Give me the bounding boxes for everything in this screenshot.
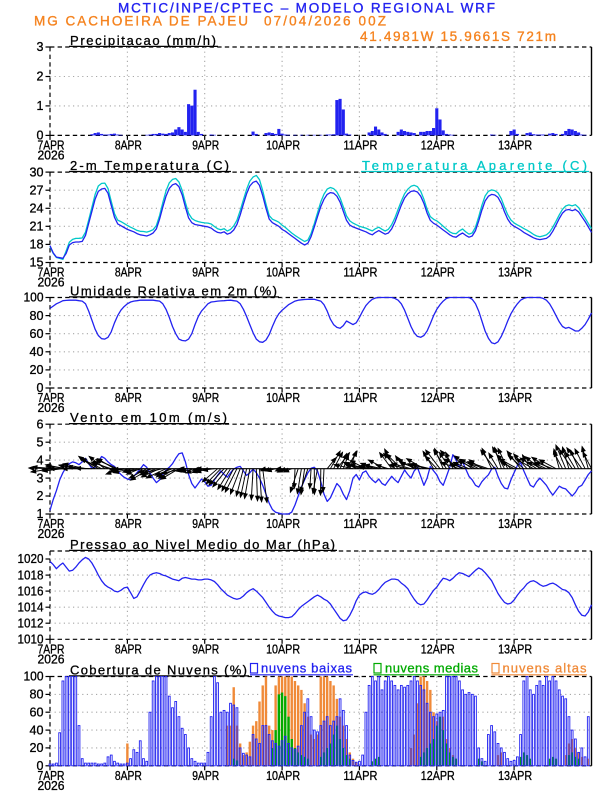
svg-text:60: 60 bbox=[30, 327, 44, 341]
svg-text:8APR: 8APR bbox=[115, 139, 142, 153]
svg-text:13APR: 13APR bbox=[498, 769, 532, 783]
svg-text:40: 40 bbox=[30, 723, 44, 737]
svg-text:9APR: 9APR bbox=[192, 769, 219, 783]
svg-text:7APR: 7APR bbox=[38, 139, 65, 153]
svg-text:11APR: 11APR bbox=[343, 139, 377, 153]
svg-text:11APR: 11APR bbox=[343, 643, 377, 657]
svg-text:07/04/2026 00Z: 07/04/2026 00Z bbox=[264, 14, 386, 29]
svg-text:11APR: 11APR bbox=[343, 391, 377, 405]
svg-text:13APR: 13APR bbox=[498, 517, 532, 531]
svg-text:2026: 2026 bbox=[38, 276, 65, 290]
svg-text:100: 100 bbox=[24, 291, 44, 305]
svg-text:0: 0 bbox=[37, 381, 44, 395]
svg-text:nuvens baixas: nuvens baixas bbox=[261, 661, 353, 676]
svg-text:4: 4 bbox=[37, 453, 44, 467]
svg-text:0: 0 bbox=[37, 759, 44, 773]
svg-text:Umidade Relativa em 2m (%): Umidade Relativa em 2m (%) bbox=[70, 283, 277, 298]
svg-text:13APR: 13APR bbox=[498, 643, 532, 657]
svg-text:41.4981W 15.9661S 721m: 41.4981W 15.9661S 721m bbox=[360, 29, 556, 44]
svg-text:7APR: 7APR bbox=[38, 643, 65, 657]
svg-text:60: 60 bbox=[30, 705, 44, 719]
svg-text:30: 30 bbox=[30, 165, 44, 179]
svg-text:10APR: 10APR bbox=[266, 643, 300, 657]
svg-text:Cobertura de Nuvens (%): Cobertura de Nuvens (%) bbox=[70, 662, 247, 677]
svg-text:1014: 1014 bbox=[18, 600, 44, 614]
svg-text:8APR: 8APR bbox=[115, 266, 142, 280]
svg-text:27: 27 bbox=[30, 183, 44, 197]
svg-text:24: 24 bbox=[30, 202, 44, 216]
svg-text:11APR: 11APR bbox=[343, 769, 377, 783]
svg-text:2026: 2026 bbox=[38, 653, 65, 667]
svg-text:10APR: 10APR bbox=[266, 391, 300, 405]
svg-text:1016: 1016 bbox=[18, 584, 44, 598]
svg-text:2026: 2026 bbox=[38, 149, 65, 163]
svg-text:2026: 2026 bbox=[38, 779, 65, 792]
svg-text:12APR: 12APR bbox=[421, 391, 455, 405]
svg-text:13APR: 13APR bbox=[498, 139, 532, 153]
svg-text:100: 100 bbox=[24, 670, 44, 684]
svg-text:1010: 1010 bbox=[18, 633, 44, 647]
svg-text:2: 2 bbox=[37, 70, 44, 84]
svg-text:13APR: 13APR bbox=[498, 391, 532, 405]
svg-text:20: 20 bbox=[30, 741, 44, 755]
svg-text:6: 6 bbox=[37, 417, 44, 431]
svg-text:80: 80 bbox=[30, 309, 44, 323]
svg-text:1: 1 bbox=[37, 99, 44, 113]
svg-text:9APR: 9APR bbox=[192, 517, 219, 531]
svg-text:2026: 2026 bbox=[38, 401, 65, 415]
svg-text:9APR: 9APR bbox=[192, 139, 219, 153]
svg-text:2026: 2026 bbox=[38, 527, 65, 541]
svg-text:10APR: 10APR bbox=[266, 139, 300, 153]
svg-text:12APR: 12APR bbox=[421, 643, 455, 657]
svg-text:15: 15 bbox=[30, 256, 44, 270]
svg-text:21: 21 bbox=[30, 220, 44, 234]
svg-text:7APR: 7APR bbox=[38, 391, 65, 405]
svg-text:5: 5 bbox=[37, 435, 44, 449]
svg-text:nuvens medias: nuvens medias bbox=[385, 661, 479, 676]
svg-text:12APR: 12APR bbox=[421, 517, 455, 531]
svg-text:3: 3 bbox=[37, 471, 44, 485]
svg-text:13APR: 13APR bbox=[498, 266, 532, 280]
svg-text:8APR: 8APR bbox=[115, 391, 142, 405]
svg-text:Precipitacao (mm/h): Precipitacao (mm/h) bbox=[70, 33, 216, 48]
svg-text:10APR: 10APR bbox=[266, 266, 300, 280]
svg-text:12APR: 12APR bbox=[421, 266, 455, 280]
svg-text:18: 18 bbox=[30, 238, 44, 252]
svg-text:2-m Temperatura (C): 2-m Temperatura (C) bbox=[70, 158, 229, 173]
svg-text:8APR: 8APR bbox=[115, 769, 142, 783]
svg-text:11APR: 11APR bbox=[343, 266, 377, 280]
svg-text:40: 40 bbox=[30, 345, 44, 359]
svg-text:8APR: 8APR bbox=[115, 517, 142, 531]
svg-text:9APR: 9APR bbox=[192, 391, 219, 405]
svg-text:1012: 1012 bbox=[18, 616, 44, 630]
svg-text:9APR: 9APR bbox=[192, 643, 219, 657]
svg-text:7APR: 7APR bbox=[38, 517, 65, 531]
svg-text:12APR: 12APR bbox=[421, 139, 455, 153]
svg-text:80: 80 bbox=[30, 688, 44, 702]
svg-text:1018: 1018 bbox=[18, 568, 44, 582]
svg-text:nuvens altas: nuvens altas bbox=[503, 661, 588, 676]
svg-text:7APR: 7APR bbox=[38, 266, 65, 280]
svg-text:12APR: 12APR bbox=[421, 769, 455, 783]
svg-text:10APR: 10APR bbox=[266, 769, 300, 783]
svg-text:20: 20 bbox=[30, 363, 44, 377]
svg-text:0: 0 bbox=[37, 129, 44, 143]
svg-text:9APR: 9APR bbox=[192, 266, 219, 280]
svg-text:1: 1 bbox=[37, 507, 44, 521]
svg-text:3: 3 bbox=[37, 40, 44, 54]
svg-text:7APR: 7APR bbox=[38, 769, 65, 783]
svg-text:MCTIC/INPE/CPTEC – MODELO REGI: MCTIC/INPE/CPTEC – MODELO REGIONAL WRF bbox=[118, 0, 495, 15]
svg-text:2: 2 bbox=[37, 489, 44, 503]
svg-text:10APR: 10APR bbox=[266, 517, 300, 531]
svg-text:Pressao ao Nivel Medio do Mar: Pressao ao Nivel Medio do Mar (hPa) bbox=[70, 537, 335, 552]
svg-text:11APR: 11APR bbox=[343, 517, 377, 531]
svg-text:8APR: 8APR bbox=[115, 643, 142, 657]
svg-text:MG CACHOEIRA DE PAJEU: MG CACHOEIRA DE PAJEU bbox=[34, 14, 248, 29]
svg-text:1020: 1020 bbox=[18, 552, 44, 566]
